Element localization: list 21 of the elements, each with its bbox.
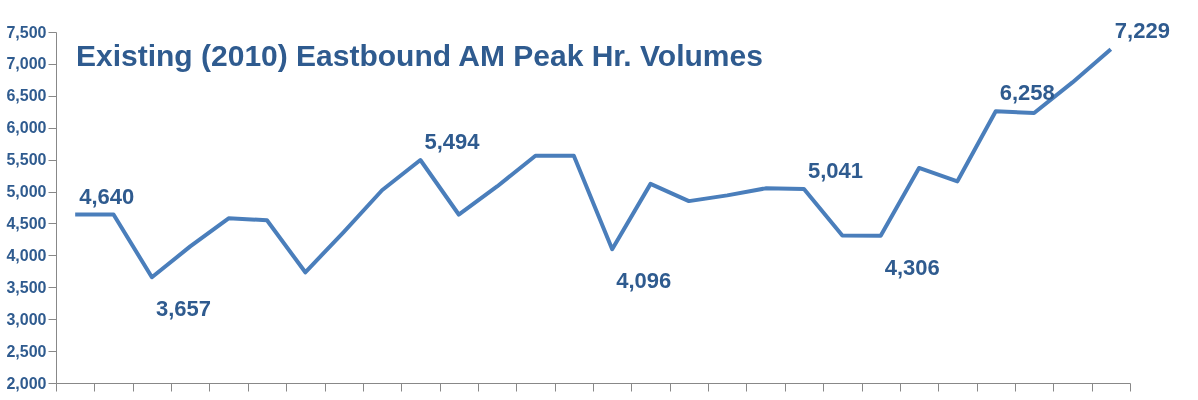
- chart-title: Existing (2010) Eastbound AM Peak Hr. Volumes: [76, 39, 763, 72]
- data-label: 4,306: [884, 254, 940, 280]
- y-tick-label: 5,000: [6, 183, 47, 201]
- y-tick-label: 5,500: [6, 151, 47, 169]
- y-tick-label: 2,000: [6, 374, 47, 392]
- y-tick-label: 6,500: [6, 87, 47, 105]
- y-tick-label: 2,500: [6, 342, 47, 360]
- y-tick-label: 7,500: [6, 23, 47, 41]
- y-tick-label: 7,000: [6, 55, 47, 73]
- data-label: 4,640: [79, 183, 135, 209]
- y-tick-label: 4,000: [6, 246, 47, 264]
- y-tick-label: 3,500: [6, 278, 47, 296]
- data-label: 3,657: [155, 296, 211, 322]
- data-label: 5,494: [424, 129, 481, 155]
- data-label: 4,096: [616, 268, 672, 294]
- y-tick-label: 6,000: [6, 119, 47, 137]
- data-label: 5,041: [807, 157, 864, 183]
- data-label: 6,258: [999, 80, 1055, 106]
- y-tick-label: 3,000: [6, 310, 47, 328]
- data-label: 7,229: [1114, 18, 1170, 44]
- y-tick-label: 4,500: [6, 214, 47, 232]
